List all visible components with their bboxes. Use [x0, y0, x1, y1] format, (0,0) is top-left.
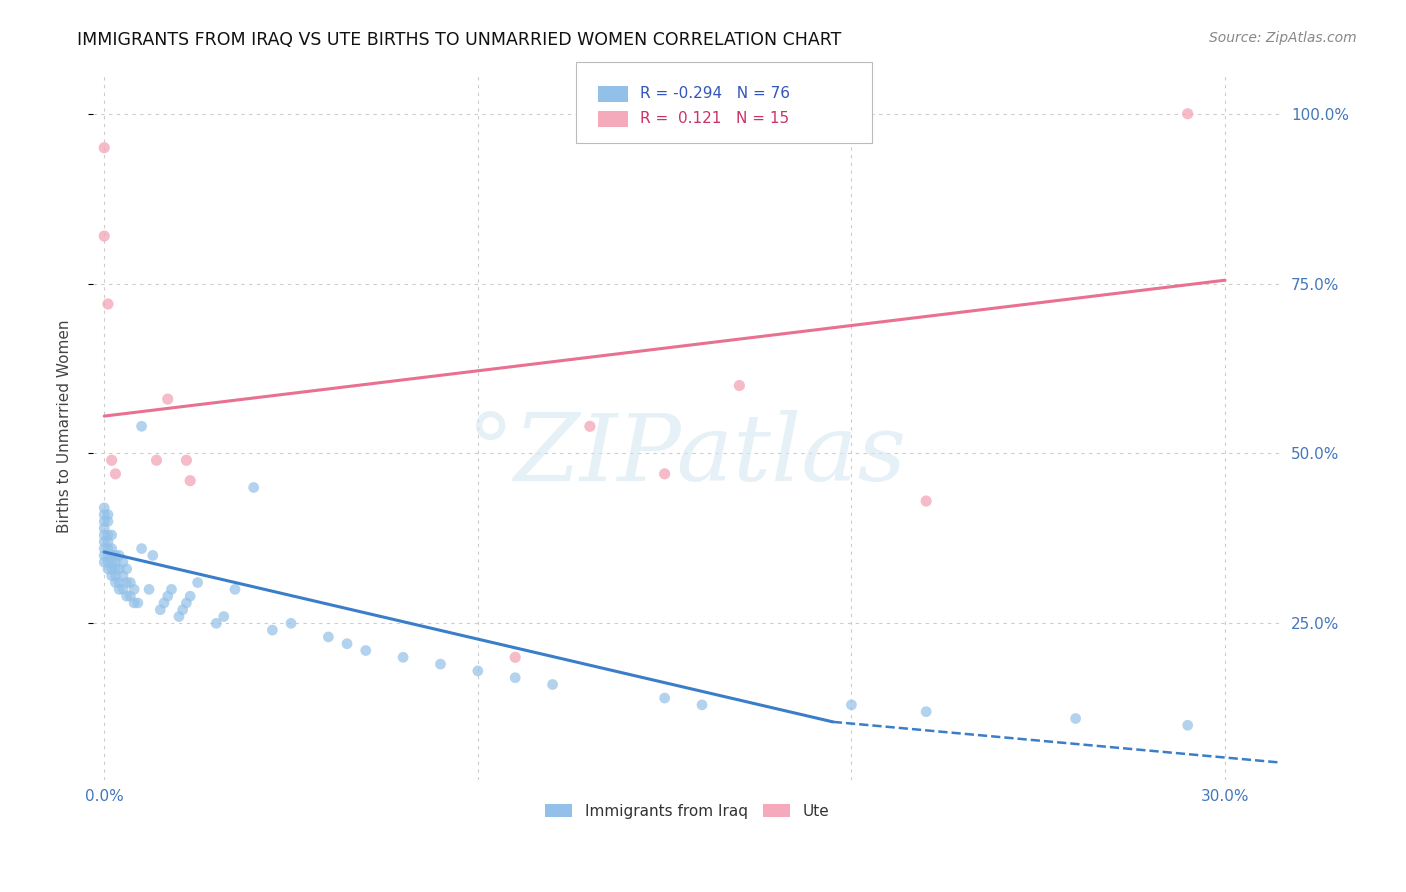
- Point: [97, 508, 120, 522]
- Point: [97, 297, 120, 311]
- Point: [392, 650, 415, 665]
- Point: [100, 562, 122, 576]
- Point: [93, 528, 115, 542]
- Point: [93, 521, 115, 535]
- Point: [104, 562, 127, 576]
- Point: [97, 528, 120, 542]
- Point: [93, 541, 115, 556]
- Point: [142, 549, 165, 563]
- Point: [690, 698, 713, 712]
- Point: [108, 582, 131, 597]
- Legend: Immigrants from Iraq, Ute: Immigrants from Iraq, Ute: [538, 797, 835, 825]
- Point: [1177, 107, 1199, 121]
- Point: [108, 562, 131, 576]
- Point: [467, 664, 489, 678]
- Point: [1064, 711, 1087, 725]
- Point: [176, 596, 198, 610]
- Point: [179, 474, 201, 488]
- Point: [176, 453, 198, 467]
- Point: [179, 589, 201, 603]
- Point: [97, 562, 120, 576]
- Point: [187, 575, 209, 590]
- Point: [728, 378, 751, 392]
- Point: [104, 555, 127, 569]
- Point: [97, 541, 120, 556]
- Point: [145, 453, 167, 467]
- Point: [97, 534, 120, 549]
- Point: [104, 467, 127, 481]
- Point: [93, 508, 115, 522]
- Point: [100, 453, 122, 467]
- Point: [100, 541, 122, 556]
- Text: IMMIGRANTS FROM IRAQ VS UTE BIRTHS TO UNMARRIED WOMEN CORRELATION CHART: IMMIGRANTS FROM IRAQ VS UTE BIRTHS TO UN…: [77, 31, 842, 49]
- Point: [127, 596, 149, 610]
- Point: [172, 603, 194, 617]
- Point: [111, 555, 134, 569]
- Point: [97, 515, 120, 529]
- Point: [104, 568, 127, 582]
- Point: [242, 480, 264, 494]
- Text: R = -0.294   N = 76: R = -0.294 N = 76: [640, 87, 790, 101]
- Text: Source: ZipAtlas.com: Source: ZipAtlas.com: [1209, 31, 1357, 45]
- Point: [97, 549, 120, 563]
- Point: [108, 549, 131, 563]
- Point: [167, 609, 190, 624]
- Point: [149, 603, 172, 617]
- Point: [212, 609, 235, 624]
- Point: [93, 515, 115, 529]
- Point: [841, 698, 863, 712]
- Point: [131, 419, 153, 434]
- Point: [915, 494, 938, 508]
- Point: [915, 705, 938, 719]
- Point: [93, 534, 115, 549]
- Point: [93, 549, 115, 563]
- Point: [153, 596, 176, 610]
- Text: R =  0.121   N = 15: R = 0.121 N = 15: [640, 112, 789, 126]
- Point: [503, 671, 526, 685]
- Point: [115, 562, 138, 576]
- Point: [93, 229, 115, 244]
- Y-axis label: Births to Unmarried Women: Births to Unmarried Women: [58, 319, 72, 533]
- Point: [111, 582, 134, 597]
- Point: [336, 637, 359, 651]
- Point: [100, 549, 122, 563]
- Point: [104, 549, 127, 563]
- Point: [429, 657, 451, 672]
- Point: [541, 677, 564, 691]
- Point: [280, 616, 302, 631]
- Point: [160, 582, 183, 597]
- Point: [100, 555, 122, 569]
- Point: [104, 575, 127, 590]
- Point: [318, 630, 340, 644]
- Point: [205, 616, 228, 631]
- Point: [654, 467, 676, 481]
- Point: [262, 623, 284, 637]
- Point: [354, 643, 377, 657]
- Point: [100, 568, 122, 582]
- Point: [122, 582, 145, 597]
- Point: [93, 555, 115, 569]
- Point: [108, 575, 131, 590]
- Point: [115, 575, 138, 590]
- Point: [120, 575, 142, 590]
- Point: [156, 589, 179, 603]
- Point: [120, 589, 142, 603]
- Point: [97, 555, 120, 569]
- Point: [503, 650, 526, 665]
- Point: [111, 568, 134, 582]
- Point: [93, 500, 115, 515]
- Point: [93, 141, 115, 155]
- Text: °ZIPatlas: °ZIPatlas: [467, 409, 907, 500]
- Point: [138, 582, 160, 597]
- Point: [224, 582, 246, 597]
- Point: [115, 589, 138, 603]
- Point: [156, 392, 179, 406]
- Point: [131, 541, 153, 556]
- Point: [122, 596, 145, 610]
- Point: [100, 528, 122, 542]
- Point: [654, 691, 676, 706]
- Point: [579, 419, 602, 434]
- Point: [1177, 718, 1199, 732]
